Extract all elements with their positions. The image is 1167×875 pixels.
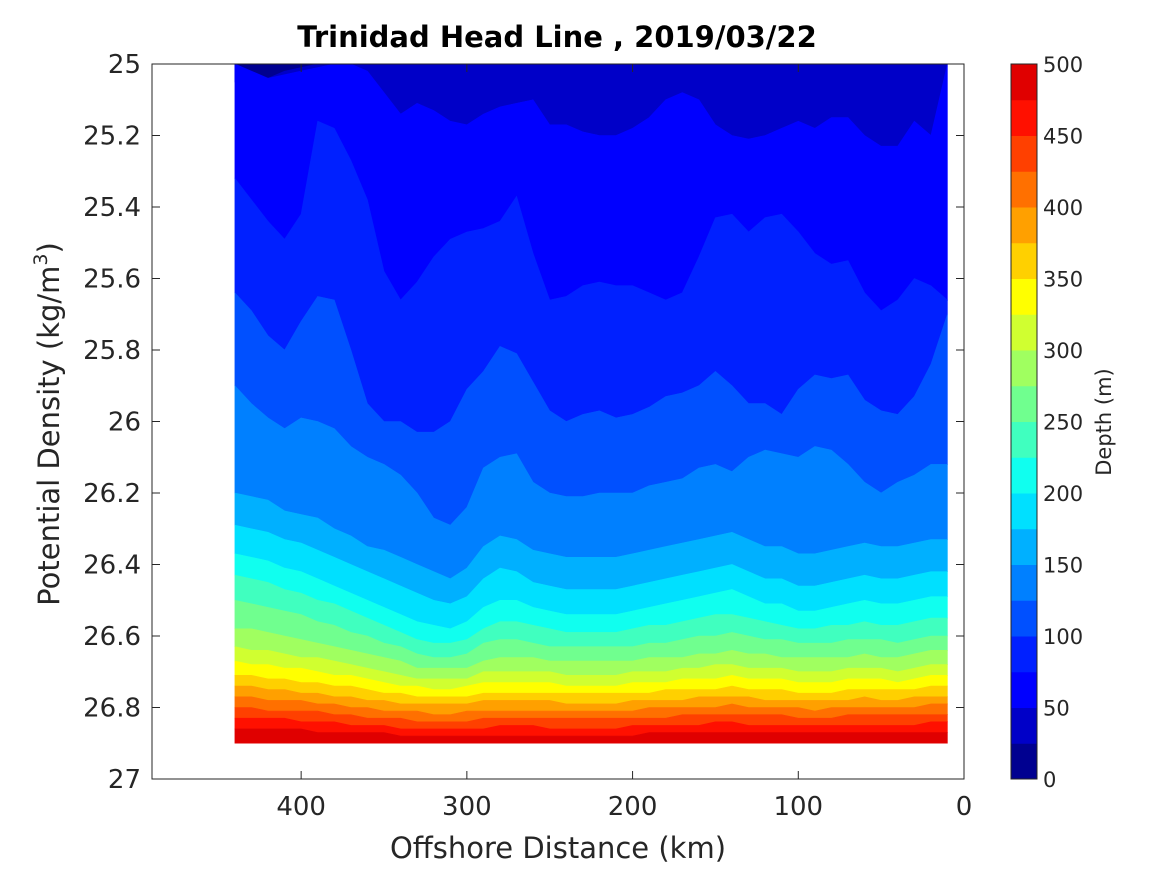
y-tick-label: 25.6 <box>83 265 141 295</box>
colorbar <box>1011 63 1037 780</box>
colorbar-segment <box>1011 528 1037 565</box>
x-axis-ticks: 400 300 200 100 0 <box>276 64 972 822</box>
colorbar-ticks: 0 50 100 150 200 250 300 350 400 450 500 <box>1043 53 1083 792</box>
x-tick-label: 200 <box>608 792 658 822</box>
contour-fill-layer <box>234 64 948 744</box>
colorbar-tick-label: 250 <box>1043 411 1083 435</box>
colorbar-tick-label: 0 <box>1043 768 1056 792</box>
colorbar-segment <box>1011 421 1037 458</box>
y-tick-label: 26 <box>108 408 141 438</box>
colorbar-segment <box>1011 493 1037 530</box>
y-tick-label: 25.8 <box>83 336 141 366</box>
x-tick-label: 100 <box>773 792 823 822</box>
colorbar-segment <box>1011 743 1037 780</box>
contour-band-0 <box>234 64 948 83</box>
y-tick-label: 27 <box>108 765 141 795</box>
colorbar-tick-label: 400 <box>1043 196 1083 220</box>
y-tick-label: 26.6 <box>83 622 141 652</box>
contour-band-19 <box>234 728 948 744</box>
y-tick-label: 25.2 <box>83 122 141 152</box>
colorbar-segment <box>1011 135 1037 172</box>
colorbar-frame <box>1010 63 1038 780</box>
x-tick-label: 400 <box>276 792 326 822</box>
y-tick-label: 25 <box>108 50 141 80</box>
colorbar-segment <box>1011 278 1037 315</box>
colorbar-tick-label: 300 <box>1043 339 1083 363</box>
x-tick-label: 0 <box>956 792 973 822</box>
colorbar-segment <box>1011 457 1037 494</box>
y-axis-label-close: ) <box>32 242 66 253</box>
colorbar-segment <box>1011 64 1037 101</box>
colorbar-tick-label: 200 <box>1043 482 1083 506</box>
colorbar-tick-label: 100 <box>1043 625 1083 649</box>
y-axis-label: Potential Density (kg/m3) <box>30 242 66 606</box>
colorbar-segment <box>1011 600 1037 637</box>
colorbar-tick-label: 50 <box>1043 697 1070 721</box>
y-axis-label-main: Potential Density (kg/m <box>32 266 66 606</box>
colorbar-segment <box>1011 171 1037 208</box>
y-tick-label: 26.8 <box>83 694 141 724</box>
chart-title: Trinidad Head Line , 2019/03/22 <box>297 20 817 54</box>
colorbar-tick-label: 350 <box>1043 268 1083 292</box>
y-tick-label: 26.2 <box>83 479 141 509</box>
colorbar-label: Depth (m) <box>1092 368 1116 475</box>
colorbar-segment <box>1011 707 1037 744</box>
y-tick-label: 25.4 <box>83 193 141 223</box>
colorbar-tick-label: 500 <box>1043 53 1083 77</box>
x-axis-label: Offshore Distance (km) <box>390 831 726 865</box>
colorbar-segment <box>1011 314 1037 351</box>
colorbar-segment <box>1011 207 1037 244</box>
x-tick-label: 300 <box>442 792 492 822</box>
y-axis-ticks: 25 25.2 25.4 25.6 25.8 26 26.2 26.4 26.6 26.8 27 <box>83 50 964 795</box>
colorbar-tick-label: 150 <box>1043 554 1083 578</box>
y-axis-label-superscript: 3 <box>30 253 52 265</box>
colorbar-segment <box>1011 671 1037 708</box>
colorbar-segment <box>1011 99 1037 136</box>
y-tick-label: 26.4 <box>83 551 141 581</box>
colorbar-segment <box>1011 636 1037 673</box>
colorbar-segment <box>1011 242 1037 279</box>
colorbar-tick-label: 450 <box>1043 125 1083 149</box>
colorbar-segment <box>1011 385 1037 422</box>
colorbar-segment <box>1011 564 1037 601</box>
colorbar-segment <box>1011 350 1037 387</box>
